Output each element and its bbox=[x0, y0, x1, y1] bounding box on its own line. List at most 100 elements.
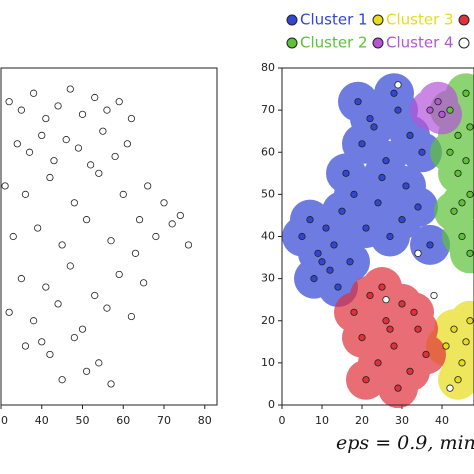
point bbox=[422, 350, 430, 359]
legend-label: Cluster 2 bbox=[300, 34, 368, 52]
point bbox=[30, 89, 38, 97]
point bbox=[330, 241, 338, 249]
point bbox=[386, 325, 394, 333]
point bbox=[127, 114, 136, 123]
point bbox=[58, 376, 66, 384]
point bbox=[374, 359, 382, 367]
point bbox=[442, 342, 450, 350]
point bbox=[21, 190, 30, 198]
point bbox=[446, 148, 454, 156]
point bbox=[362, 376, 370, 384]
point bbox=[1, 182, 9, 190]
point bbox=[5, 308, 13, 316]
point bbox=[298, 232, 306, 241]
point bbox=[414, 249, 422, 257]
point bbox=[66, 262, 74, 270]
point bbox=[115, 270, 123, 279]
point bbox=[78, 325, 87, 333]
point bbox=[358, 140, 366, 148]
point bbox=[42, 114, 50, 123]
point bbox=[111, 152, 119, 161]
region-disc bbox=[450, 233, 474, 274]
legend-label: Cluster 1 bbox=[300, 11, 368, 29]
legend-label: Cluster 4 bbox=[386, 34, 454, 52]
point bbox=[382, 296, 390, 304]
point bbox=[454, 131, 462, 139]
y-tick-label: 10 bbox=[261, 356, 275, 369]
x-tick-label: 40 bbox=[435, 414, 449, 427]
point bbox=[350, 308, 358, 316]
y-tick-label: 80 bbox=[261, 61, 275, 74]
point bbox=[386, 232, 394, 241]
x-tick-label: 60 bbox=[116, 414, 130, 427]
point bbox=[466, 123, 474, 131]
point bbox=[310, 275, 318, 283]
point bbox=[394, 81, 402, 89]
point bbox=[398, 300, 406, 308]
point bbox=[346, 258, 354, 266]
y-tick-label: 40 bbox=[261, 230, 275, 243]
x-tick-label: 30 bbox=[395, 414, 409, 427]
point bbox=[434, 98, 442, 106]
point bbox=[378, 283, 386, 291]
point bbox=[370, 123, 378, 131]
point bbox=[176, 211, 184, 220]
legend-label: Cluster 3 bbox=[386, 11, 454, 29]
point bbox=[326, 266, 334, 274]
x-tick-label: 0 bbox=[279, 414, 286, 427]
point bbox=[46, 350, 54, 359]
point bbox=[95, 359, 103, 367]
legend-marker bbox=[458, 37, 470, 49]
y-tick-label: 70 bbox=[261, 103, 275, 116]
point bbox=[25, 148, 34, 156]
point bbox=[74, 144, 83, 152]
y-tick-label: 60 bbox=[261, 145, 275, 158]
point bbox=[78, 110, 87, 118]
point bbox=[38, 131, 46, 139]
point bbox=[362, 224, 370, 232]
point bbox=[350, 190, 358, 198]
point bbox=[127, 312, 136, 321]
point bbox=[338, 207, 346, 215]
plot-frame bbox=[0, 67, 218, 406]
point bbox=[410, 308, 418, 316]
point bbox=[17, 106, 25, 114]
x-tick-label: 30 bbox=[0, 414, 8, 427]
point bbox=[430, 291, 438, 300]
point bbox=[446, 106, 454, 114]
y-tick-label: 30 bbox=[261, 272, 275, 285]
point bbox=[58, 241, 66, 249]
point bbox=[418, 148, 426, 156]
point bbox=[394, 384, 402, 392]
point bbox=[382, 157, 390, 165]
legend-marker bbox=[286, 14, 298, 26]
point bbox=[426, 106, 434, 114]
point bbox=[160, 199, 168, 207]
point bbox=[91, 291, 99, 300]
point bbox=[107, 237, 115, 245]
point bbox=[466, 249, 474, 257]
point bbox=[131, 249, 140, 257]
point bbox=[135, 216, 144, 224]
point bbox=[374, 199, 382, 207]
point bbox=[414, 203, 422, 211]
point bbox=[50, 157, 58, 165]
point bbox=[70, 333, 78, 342]
point bbox=[406, 131, 414, 139]
point bbox=[140, 279, 148, 287]
point bbox=[382, 317, 390, 325]
y-tick-label: 0 bbox=[268, 398, 275, 411]
point bbox=[168, 220, 176, 228]
point bbox=[17, 275, 25, 283]
point bbox=[462, 157, 470, 165]
point bbox=[46, 173, 54, 182]
point bbox=[454, 376, 462, 384]
point bbox=[30, 317, 38, 325]
point bbox=[342, 169, 350, 177]
point bbox=[318, 258, 326, 266]
point bbox=[366, 291, 374, 300]
point bbox=[5, 98, 13, 106]
point bbox=[334, 283, 342, 291]
x-tick-label: 40 bbox=[35, 414, 49, 427]
